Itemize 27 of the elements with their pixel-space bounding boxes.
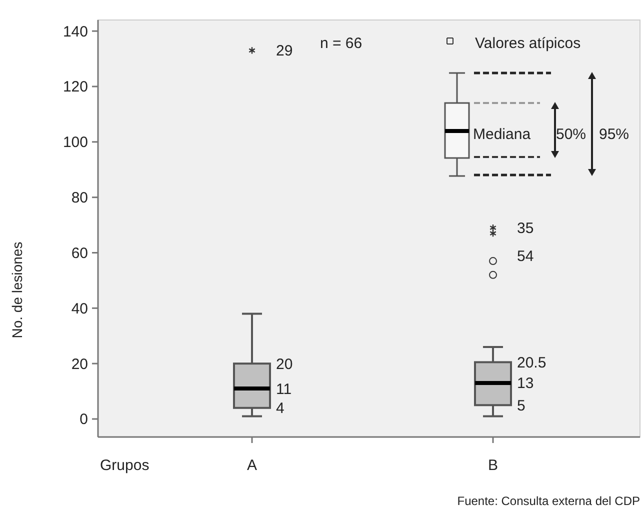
y-tick-label: 0 <box>80 411 88 428</box>
annotation: 13 <box>517 375 534 392</box>
y-tick-label: 100 <box>62 134 88 152</box>
annotation: 11 <box>276 380 292 398</box>
annotation: 4 <box>276 400 284 418</box>
annotation: 20 <box>276 356 293 373</box>
y-tick-label: 120 <box>62 78 88 96</box>
y-tick-label: 80 <box>71 190 88 207</box>
source-note: Fuente: Consulta externa del CDP <box>457 494 640 508</box>
y-tick-label: 40 <box>71 300 88 318</box>
annotation: 5 <box>517 397 526 414</box>
y-tick-label: 60 <box>71 244 88 262</box>
annotation: Valores atípicos <box>475 35 581 52</box>
x-tick-label: B <box>488 457 498 474</box>
x-axis-title: Grupos <box>100 457 150 474</box>
y-tick-label: 140 <box>62 23 88 40</box>
annotation: 29 <box>276 42 293 60</box>
x-tick-label: A <box>246 457 258 474</box>
annotation: 50% <box>556 126 586 143</box>
annotation: 35 <box>517 220 534 238</box>
annotation: 20.5 <box>517 354 546 372</box>
annotation: Mediana <box>473 126 532 143</box>
y-axis-title: No. de lesiones <box>9 242 25 338</box>
y-tick-label: 20 <box>71 356 88 373</box>
annotation: 54 <box>517 248 534 265</box>
annotation: 95% <box>599 126 630 143</box>
annotation: n = 66 <box>320 35 362 52</box>
